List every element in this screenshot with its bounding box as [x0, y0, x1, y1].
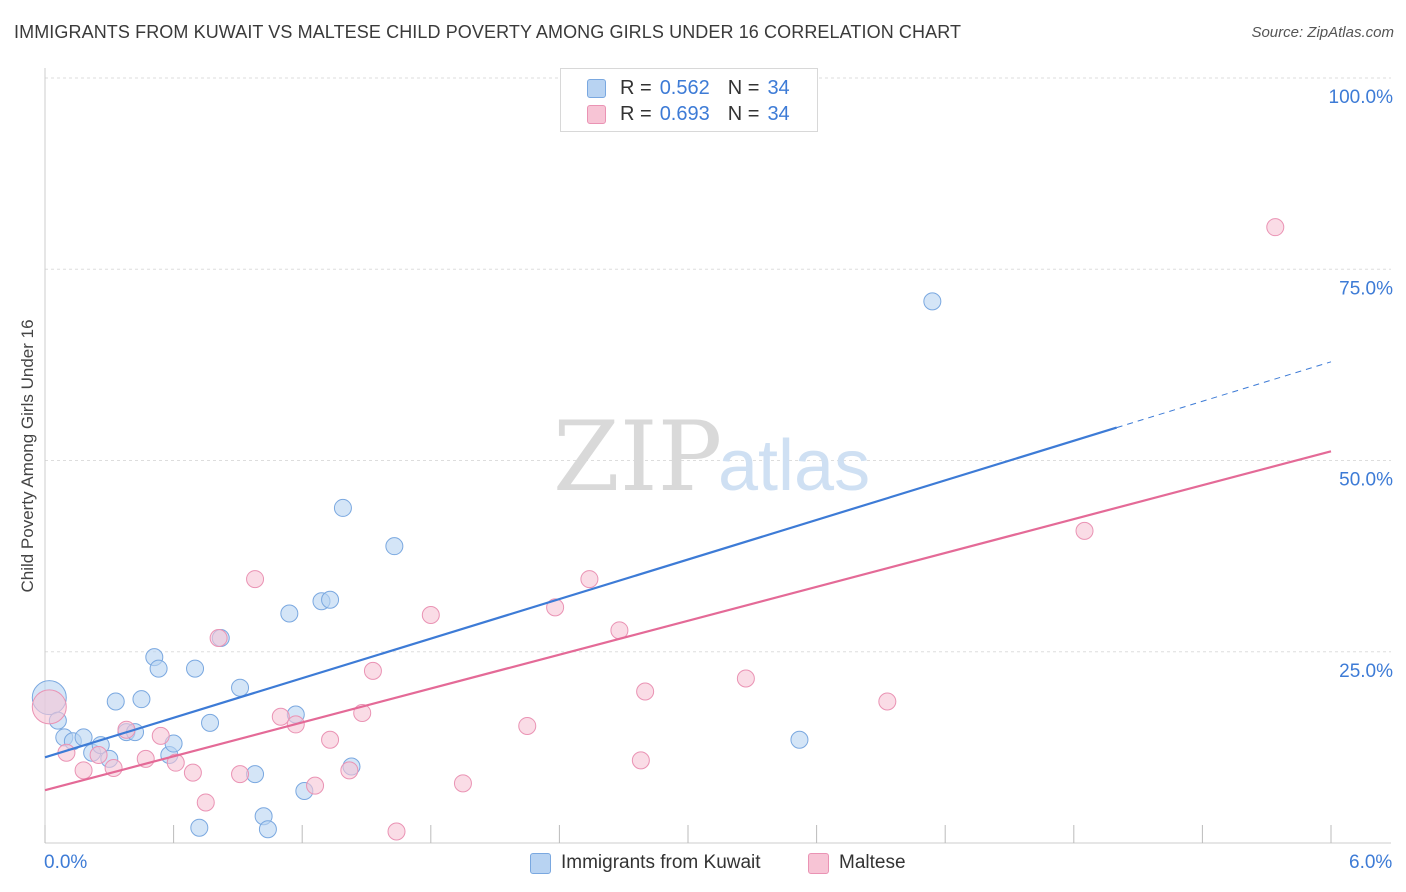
bottom-legend-label-maltese: Maltese — [839, 852, 906, 873]
trend-lines — [44, 361, 1332, 792]
legend-swatch-maltese — [587, 104, 606, 124]
y-tick-label: 75.0% — [1339, 278, 1393, 299]
kuwait-point — [258, 820, 277, 839]
kuwait-point — [149, 659, 168, 678]
kuwait-point — [385, 537, 404, 556]
maltese-point — [209, 628, 228, 647]
legend-row-maltese: R = 0.693 N = 34 — [587, 102, 808, 126]
maltese-point — [736, 669, 755, 688]
legend-r-label: R = — [620, 102, 652, 125]
legend-row-kuwait: R = 0.562 N = 34 — [587, 76, 808, 100]
maltese-point — [878, 692, 897, 711]
maltese-point — [636, 682, 655, 701]
maltese-point — [363, 661, 382, 680]
maltese-point — [196, 793, 215, 812]
stats-legend: R = 0.562 N = 34 R = 0.693 N = 34 — [560, 68, 818, 132]
watermark-atlas: atlas — [718, 426, 870, 506]
legend-n-label: N = — [727, 102, 760, 125]
maltese-point — [1266, 218, 1285, 237]
maltese-point — [231, 765, 250, 784]
maltese-point — [321, 730, 340, 749]
grid-lines — [45, 77, 1391, 653]
y-tick-labels: 25.0% 50.0% 75.0% 100.0% — [1329, 87, 1394, 682]
series-kuwait-points — [31, 292, 942, 839]
kuwait-point — [231, 678, 250, 697]
maltese-point — [31, 689, 67, 725]
kuwait-point — [201, 713, 220, 732]
series-maltese-points — [31, 218, 1285, 841]
bottom-legend-swatch-maltese — [808, 852, 829, 874]
maltese-point — [631, 751, 650, 770]
legend-r-value-kuwait: 0.562 — [659, 76, 710, 99]
watermark: ZIP atlas — [553, 401, 870, 513]
watermark-zip: ZIP — [553, 401, 722, 513]
maltese-point — [183, 763, 202, 782]
maltese-point — [246, 570, 265, 589]
legend-r-label: R = — [620, 76, 652, 99]
y-tick-label: 25.0% — [1339, 661, 1393, 682]
maltese-point — [89, 746, 108, 765]
axes — [44, 68, 1391, 844]
kuwait-point — [132, 690, 151, 709]
maltese-point — [1075, 521, 1094, 540]
bottom-legend-maltese[interactable]: Maltese — [808, 852, 906, 874]
maltese-point — [387, 822, 406, 841]
maltese-point — [580, 570, 599, 589]
maltese-point — [340, 761, 359, 780]
kuwait-trend-extension — [1116, 361, 1332, 429]
legend-n-label: N = — [727, 76, 760, 99]
y-tick-label: 50.0% — [1339, 470, 1393, 491]
x-tick-max: 6.0% — [1349, 852, 1393, 873]
bottom-legend-kuwait[interactable]: Immigrants from Kuwait — [530, 852, 761, 874]
maltese-point — [518, 716, 537, 735]
kuwait-point — [923, 292, 942, 311]
kuwait-point — [246, 765, 265, 784]
maltese-trend-line — [44, 450, 1332, 792]
maltese-point — [546, 598, 565, 617]
kuwait-point — [106, 692, 125, 711]
maltese-point — [271, 707, 290, 726]
kuwait-point — [790, 730, 809, 749]
bottom-legend-swatch-kuwait — [530, 852, 551, 874]
maltese-point — [151, 726, 170, 745]
kuwait-trend-line — [44, 426, 1117, 759]
maltese-point — [306, 776, 325, 795]
maltese-point — [166, 753, 185, 772]
maltese-point — [74, 761, 93, 780]
maltese-point — [421, 606, 440, 625]
kuwait-point — [280, 604, 299, 623]
legend-n-value-maltese: 34 — [767, 102, 790, 125]
kuwait-point — [190, 818, 209, 837]
kuwait-point — [321, 590, 340, 609]
source-label: Source: ZipAtlas.com — [1251, 24, 1394, 41]
maltese-point — [453, 774, 472, 793]
legend-swatch-kuwait — [587, 78, 606, 98]
legend-r-value-maltese: 0.693 — [659, 102, 710, 125]
legend-n-value-kuwait: 34 — [767, 76, 790, 99]
chart-title: IMMIGRANTS FROM KUWAIT VS MALTESE CHILD … — [14, 22, 962, 42]
kuwait-point — [333, 498, 352, 517]
kuwait-point — [186, 659, 205, 678]
y-tick-label: 100.0% — [1329, 87, 1394, 108]
x-tick-min: 0.0% — [44, 852, 88, 873]
bottom-legend-label-kuwait: Immigrants from Kuwait — [561, 852, 761, 873]
